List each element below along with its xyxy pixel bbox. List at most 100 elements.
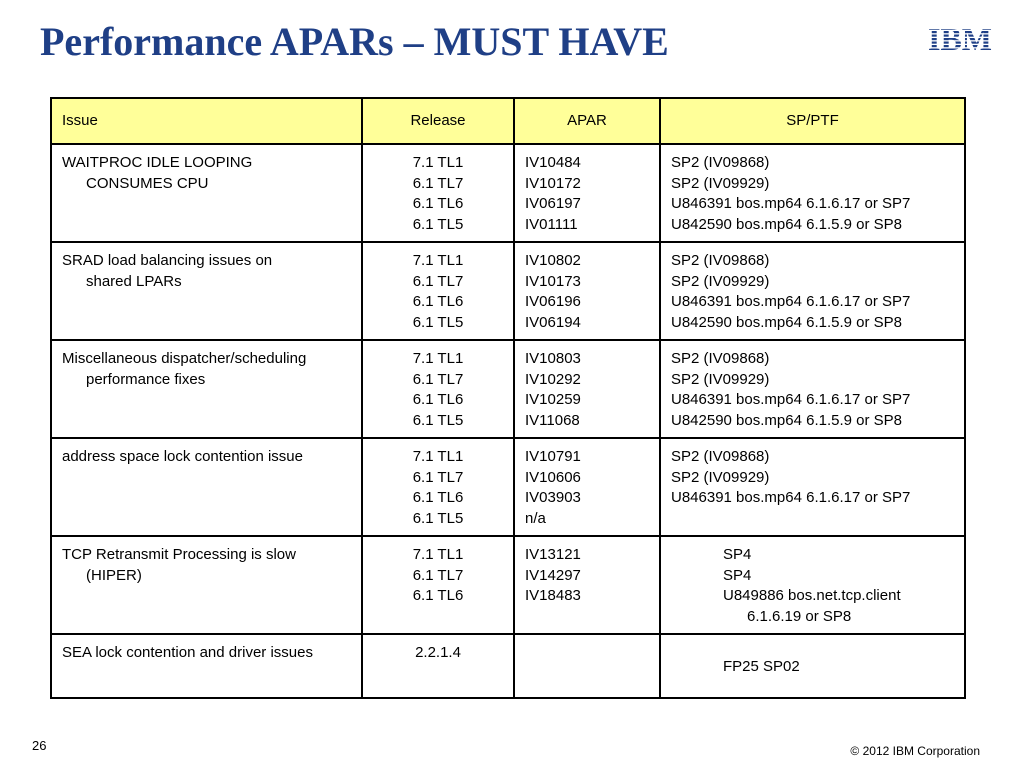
apar-value: IV06196 <box>525 293 581 310</box>
ptf-value: SP4 <box>723 546 752 563</box>
table-row: SEA lock contention and driver issues 2.… <box>50 633 966 699</box>
apar-value: IV01111 <box>525 215 578 233</box>
apar-value: IV10172 <box>525 174 581 192</box>
issue-text: shared LPARs <box>86 272 182 290</box>
issue-cell: SRAD load balancing issues on shared LPA… <box>50 241 363 341</box>
release-value: 6.1 TL5 <box>412 313 464 331</box>
apar-value: IV11068 <box>525 411 580 429</box>
apar-cell: IV10484 IV10172 IV06197 IV01111 <box>513 143 661 243</box>
ptf-cell: FP25 SP02 <box>659 633 966 699</box>
apar-cell: IV10803 IV10292 IV10259 IV11068 <box>513 339 661 439</box>
release-cell: 7.1 TL1 6.1 TL7 6.1 TL6 6.1 TL5 <box>361 143 515 243</box>
issue-text: SRAD load balancing issues on <box>62 252 273 269</box>
table-row: TCP Retransmit Processing is slow (HIPER… <box>50 535 966 635</box>
release-cell: 2.2.1.4 <box>361 633 515 699</box>
apar-value: IV10791 <box>525 448 581 465</box>
release-value: 6.1 TL7 <box>412 174 464 192</box>
apar-value: IV10292 <box>525 370 581 388</box>
slide-number: 26 <box>32 738 47 753</box>
ptf-value: SP2 (IV09868) <box>671 252 770 269</box>
apar-value: IV06197 <box>525 195 581 212</box>
table-header-row: Issue Release APAR SP/PTF <box>50 97 966 145</box>
apar-value: IV10802 <box>525 252 581 269</box>
ptf-value: SP2 (IV09929) <box>671 272 770 290</box>
ptf-value: SP2 (IV09868) <box>671 448 770 465</box>
issue-cell: WAITPROC IDLE LOOPING CONSUMES CPU <box>50 143 363 243</box>
issue-cell: Miscellaneous dispatcher/scheduling perf… <box>50 339 363 439</box>
apar-value: IV10803 <box>525 350 581 367</box>
ptf-value: SP2 (IV09868) <box>671 350 770 367</box>
release-value: 7.1 TL1 <box>412 252 464 269</box>
release-value: 6.1 TL7 <box>412 566 464 584</box>
release-cell: 7.1 TL1 6.1 TL7 6.1 TL6 6.1 TL5 <box>361 339 515 439</box>
table-row: SRAD load balancing issues on shared LPA… <box>50 241 966 341</box>
apar-value: IV13121 <box>525 546 581 563</box>
release-value: 7.1 TL1 <box>412 546 464 563</box>
table-row: Miscellaneous dispatcher/scheduling perf… <box>50 339 966 439</box>
ptf-cell: SP2 (IV09868) SP2 (IV09929) U846391 bos.… <box>659 143 966 243</box>
release-value: 7.1 TL1 <box>412 154 464 171</box>
release-value: 6.1 TL6 <box>412 587 464 604</box>
ptf-value: SP2 (IV09929) <box>671 174 770 192</box>
ptf-value: U846391 bos.mp64 6.1.6.17 or SP7 <box>671 293 911 310</box>
header-issue: Issue <box>50 97 363 145</box>
ptf-value: 6.1.6.19 or SP8 <box>747 607 852 625</box>
release-value: 7.1 TL1 <box>412 448 464 465</box>
issue-text: TCP Retransmit Processing is slow <box>62 546 296 563</box>
ptf-value: U842590 bos.mp64 6.1.5.9 or SP8 <box>671 313 902 331</box>
issue-text: address space lock contention issue <box>62 448 303 465</box>
issue-text: performance fixes <box>86 370 206 388</box>
apar-value: IV14297 <box>525 566 581 584</box>
ptf-value: U846391 bos.mp64 6.1.6.17 or SP7 <box>671 391 911 408</box>
issue-text: Miscellaneous dispatcher/scheduling <box>62 350 307 367</box>
release-value: 6.1 TL5 <box>412 509 464 527</box>
ptf-cell: SP2 (IV09868) SP2 (IV09929) U846391 bos.… <box>659 339 966 439</box>
ptf-value: FP25 SP02 <box>723 657 800 675</box>
issue-text: WAITPROC IDLE LOOPING <box>62 154 253 171</box>
issue-cell: address space lock contention issue <box>50 437 363 537</box>
table-row: WAITPROC IDLE LOOPING CONSUMES CPU 7.1 T… <box>50 143 966 243</box>
apar-cell: IV10791 IV10606 IV03903 n/a <box>513 437 661 537</box>
apar-cell <box>513 633 661 699</box>
apar-cell: IV10802 IV10173 IV06196 IV06194 <box>513 241 661 341</box>
release-value: 6.1 TL7 <box>412 468 464 486</box>
ptf-value: U846391 bos.mp64 6.1.6.17 or SP7 <box>671 195 911 212</box>
apar-value: IV10173 <box>525 272 581 290</box>
header-sp-ptf: SP/PTF <box>659 97 966 145</box>
issue-cell: TCP Retransmit Processing is slow (HIPER… <box>50 535 363 635</box>
release-value: 6.1 TL6 <box>412 391 464 408</box>
ptf-cell: SP4 SP4 U849886 bos.net.tcp.client 6.1.6… <box>659 535 966 635</box>
release-value: 6.1 TL5 <box>412 215 464 233</box>
ptf-value: SP2 (IV09929) <box>671 468 770 486</box>
table-row: address space lock contention issue 7.1 … <box>50 437 966 537</box>
ptf-value: SP4 <box>723 566 752 584</box>
ptf-value: U842590 bos.mp64 6.1.5.9 or SP8 <box>671 215 902 233</box>
release-value: 7.1 TL1 <box>412 350 464 367</box>
ptf-value: U846391 bos.mp64 6.1.6.17 or SP7 <box>671 489 911 506</box>
apar-table: Issue Release APAR SP/PTF WAITPROC IDLE … <box>50 97 966 699</box>
header-apar: APAR <box>513 97 661 145</box>
ibm-logo: IBM <box>928 24 992 52</box>
apar-value: IV03903 <box>525 489 581 506</box>
release-value: 6.1 TL6 <box>412 195 464 212</box>
apar-value: IV10606 <box>525 468 581 486</box>
ptf-cell: SP2 (IV09868) SP2 (IV09929) U846391 bos.… <box>659 437 966 537</box>
release-value: 6.1 TL7 <box>412 370 464 388</box>
release-value: 6.1 TL5 <box>412 411 464 429</box>
header-release: Release <box>361 97 515 145</box>
release-value: 6.1 TL6 <box>412 489 464 506</box>
issue-text: (HIPER) <box>86 566 142 584</box>
release-cell: 7.1 TL1 6.1 TL7 6.1 TL6 <box>361 535 515 635</box>
apar-value: IV10484 <box>525 154 581 171</box>
ptf-value: SP2 (IV09868) <box>671 154 770 171</box>
ptf-value: U849886 bos.net.tcp.client <box>723 587 901 604</box>
release-cell: 7.1 TL1 6.1 TL7 6.1 TL6 6.1 TL5 <box>361 437 515 537</box>
slide-title: Performance APARs – MUST HAVE <box>40 19 669 64</box>
issue-text: CONSUMES CPU <box>86 174 209 192</box>
apar-cell: IV13121 IV14297 IV18483 <box>513 535 661 635</box>
release-value: 6.1 TL7 <box>412 272 464 290</box>
ptf-value: SP2 (IV09929) <box>671 370 770 388</box>
issue-cell: SEA lock contention and driver issues <box>50 633 363 699</box>
apar-value: IV06194 <box>525 313 581 331</box>
release-cell: 7.1 TL1 6.1 TL7 6.1 TL6 6.1 TL5 <box>361 241 515 341</box>
